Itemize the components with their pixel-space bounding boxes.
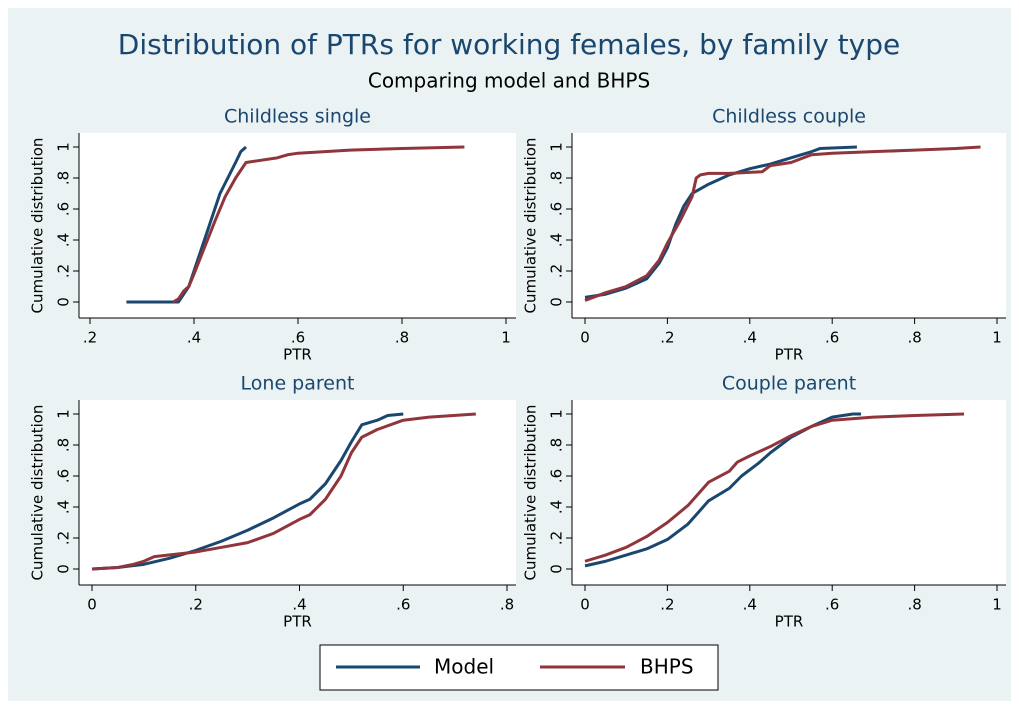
y-tick-label: 1 xyxy=(548,409,566,419)
y-tick-label: 0 xyxy=(55,564,73,574)
y-tick-label: .6 xyxy=(548,202,566,216)
x-tick-label: .6 xyxy=(396,596,410,614)
line-series xyxy=(584,412,965,563)
y-axis-title: Cumulative distribution xyxy=(29,405,47,581)
x-tick-label: .2 xyxy=(83,329,97,347)
y-tick-label: .2 xyxy=(548,264,566,278)
y-axis-title: Cumulative distribution xyxy=(522,138,540,314)
chart-subtitle: Comparing model and BHPS xyxy=(368,69,650,93)
panel: Childless couple 0 .2 .4 .6 .8 1 0 .2 .4 .6 .8 1 PTR C… xyxy=(522,106,1006,364)
y-tick-label: .6 xyxy=(55,469,73,483)
x-tick-label: .2 xyxy=(660,596,674,614)
x-tick-label: .6 xyxy=(825,329,839,347)
panel-title: Childless single xyxy=(224,106,371,128)
x-tick-label: .6 xyxy=(291,329,305,347)
y-tick-label: .8 xyxy=(548,438,566,452)
x-tick-label: 0 xyxy=(580,329,590,347)
x-tick-label: .8 xyxy=(395,329,409,347)
y-tick-label: 0 xyxy=(55,297,73,307)
panel-title: Lone parent xyxy=(241,373,355,395)
x-tick-label: 0 xyxy=(580,596,590,614)
panel-title: Couple parent xyxy=(722,373,856,395)
x-tick-label: .4 xyxy=(743,329,757,347)
x-tick-label: .2 xyxy=(189,596,203,614)
panel: Couple parent 0 .2 .4 .6 .8 1 0 .2 .4 .6 .8 1 PTR Cumu… xyxy=(522,373,1006,631)
line-series xyxy=(584,145,857,299)
x-axis-title: PTR xyxy=(775,346,804,364)
y-tick-label: .8 xyxy=(55,438,73,452)
x-tick-label: 1 xyxy=(501,329,511,347)
plot-area xyxy=(79,400,516,585)
legend: Model BHPS xyxy=(319,644,719,691)
panel: Childless single 0 .2 .4 .6 .8 1 .2 .4 .6 .8 1 PTR Cu… xyxy=(29,106,516,364)
y-tick-label: .6 xyxy=(55,202,73,216)
legend-label: BHPS xyxy=(640,655,694,679)
x-tick-label: .6 xyxy=(825,596,839,614)
y-tick-label: 1 xyxy=(55,142,73,152)
y-tick-label: 1 xyxy=(55,409,73,419)
y-tick-label: .4 xyxy=(55,233,73,247)
y-tick-label: 0 xyxy=(548,297,566,307)
plot-area xyxy=(572,400,1006,585)
x-axis-title: PTR xyxy=(283,346,312,364)
panel-title: Childless couple xyxy=(712,106,866,128)
plot-area xyxy=(79,133,516,318)
y-tick-label: .4 xyxy=(55,500,73,514)
y-tick-label: .8 xyxy=(55,171,73,185)
legend-label: Model xyxy=(434,655,494,679)
x-axis-title: PTR xyxy=(283,613,312,631)
x-tick-label: .8 xyxy=(907,596,921,614)
x-axis-title: PTR xyxy=(775,613,804,631)
y-tick-label: 0 xyxy=(548,564,566,574)
y-tick-label: .2 xyxy=(55,264,73,278)
x-tick-label: .8 xyxy=(907,329,921,347)
line-series xyxy=(584,145,981,302)
line-series xyxy=(126,145,247,304)
x-tick-label: .4 xyxy=(292,596,306,614)
y-tick-label: .8 xyxy=(548,171,566,185)
x-tick-label: 1 xyxy=(992,329,1002,347)
line-series xyxy=(91,412,476,571)
y-tick-label: .6 xyxy=(548,469,566,483)
y-tick-label: .2 xyxy=(55,531,73,545)
x-tick-label: .8 xyxy=(500,596,514,614)
y-axis-title: Cumulative distribution xyxy=(29,138,47,314)
y-tick-label: .4 xyxy=(548,500,566,514)
x-tick-label: .4 xyxy=(743,596,757,614)
y-axis-title: Cumulative distribution xyxy=(522,405,540,581)
y-tick-label: 1 xyxy=(548,142,566,152)
chart-title: Distribution of PTRs for working females… xyxy=(118,28,900,61)
y-tick-label: .4 xyxy=(548,233,566,247)
plot-area xyxy=(572,133,1006,318)
x-tick-label: 0 xyxy=(87,596,97,614)
x-tick-label: .4 xyxy=(187,329,201,347)
x-tick-label: 1 xyxy=(992,596,1002,614)
x-tick-label: .2 xyxy=(660,329,674,347)
line-series xyxy=(172,145,465,304)
line-series xyxy=(91,412,404,571)
panel: Lone parent 0 .2 .4 .6 .8 1 0 .2 .4 .6 .8 PTR Cumulat… xyxy=(29,373,516,631)
y-tick-label: .2 xyxy=(548,531,566,545)
